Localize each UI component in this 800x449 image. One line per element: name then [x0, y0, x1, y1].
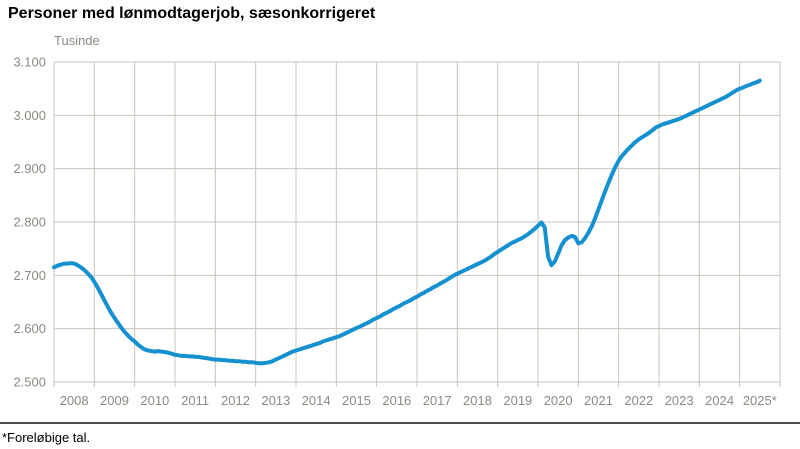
y-tick-label: 2.500 — [13, 375, 46, 390]
x-tick-label: 2011 — [181, 393, 209, 408]
x-tick-label: 2018 — [463, 393, 492, 408]
y-tick-label: 2.700 — [13, 268, 46, 283]
y-tick-label: 2.800 — [13, 215, 46, 230]
x-tick-label: 2024 — [705, 393, 734, 408]
footnote-divider — [0, 422, 800, 424]
chart-title: Personer med lønmodtagerjob, sæsonkorrig… — [8, 5, 376, 22]
employment-line — [52, 78, 762, 366]
x-tick-label: 2016 — [382, 393, 411, 408]
x-tick-label: 2019 — [503, 393, 532, 408]
x-tick-label: 2009 — [100, 393, 129, 408]
y-tick-label: 2.600 — [13, 321, 46, 336]
y-tick-label: 3.000 — [13, 108, 46, 123]
x-tick-label: 2013 — [261, 393, 290, 408]
x-tick-label: 2012 — [221, 393, 250, 408]
x-tick-label: 2017 — [423, 393, 452, 408]
x-tick-label: 2021 — [584, 393, 613, 408]
x-tick-label: 2025* — [743, 393, 777, 408]
x-tick-label: 2022 — [624, 393, 653, 408]
x-tick-label: 2023 — [665, 393, 694, 408]
unit-label: Tusinde — [54, 33, 100, 48]
footnote: *Foreløbige tal. — [2, 430, 91, 445]
x-tick-label: 2008 — [60, 393, 89, 408]
x-tick-label: 2014 — [302, 393, 331, 408]
x-tick-label: 2020 — [544, 393, 573, 408]
x-tick-label: 2015 — [342, 393, 371, 408]
y-tick-label: 3.100 — [13, 55, 46, 70]
y-tick-label: 2.900 — [13, 161, 46, 176]
x-tick-label: 2010 — [140, 393, 169, 408]
